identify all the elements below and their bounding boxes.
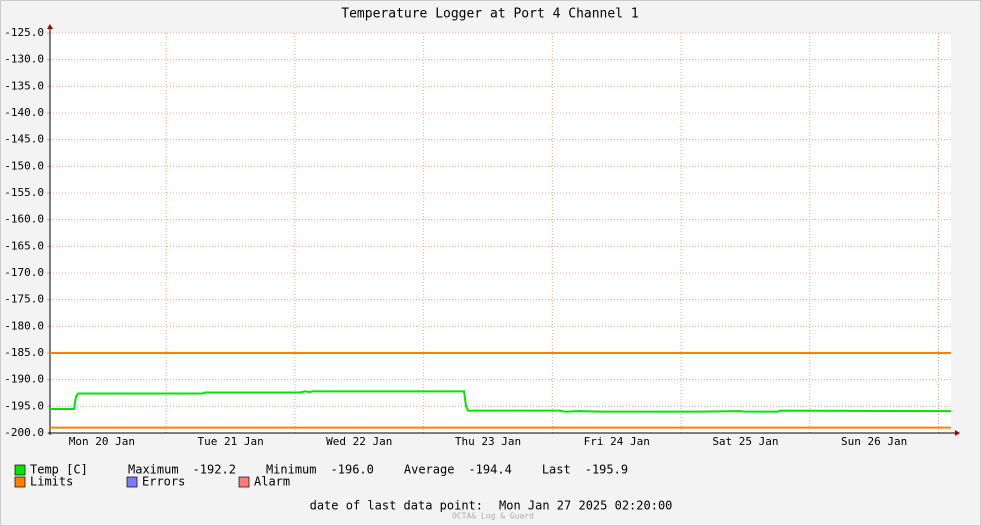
legend-swatch: [14, 476, 26, 488]
x-tick-label: Tue 21 Jan: [197, 435, 263, 448]
x-tick-label: Sun 26 Jan: [841, 435, 907, 448]
legend-label: Alarm: [254, 475, 290, 489]
legend-label: Temp [C]: [30, 463, 88, 477]
x-tick-label: Wed 22 Jan: [326, 435, 392, 448]
y-tick-label: -125.0: [4, 26, 44, 39]
stat-value: -195.9: [585, 463, 628, 477]
watermark: OCTA& Log & Guard: [452, 512, 534, 521]
x-axis-arrow: [955, 430, 960, 436]
x-tick-label: Mon 20 Jan: [69, 435, 135, 448]
footer-label: date of last data point:: [310, 499, 483, 513]
legend-swatch: [126, 476, 138, 488]
y-tick-label: -130.0: [4, 53, 44, 66]
legend-swatch: [14, 464, 26, 476]
y-tick-label: -150.0: [4, 159, 44, 172]
y-tick-label: -175.0: [4, 293, 44, 306]
stat-label: Maximum: [128, 463, 179, 477]
legend-label: Errors: [142, 475, 185, 489]
y-tick-label: -140.0: [4, 106, 44, 119]
y-tick-label: -165.0: [4, 239, 44, 252]
x-tick-label: Fri 24 Jan: [584, 435, 650, 448]
y-tick-label: -155.0: [4, 186, 44, 199]
y-tick-label: -190.0: [4, 373, 44, 386]
y-tick-label: -180.0: [4, 319, 44, 332]
y-tick-label: -200.0: [4, 426, 44, 439]
stat-label: Average: [404, 463, 455, 477]
y-axis-arrow: [47, 24, 53, 29]
legend-label: Limits: [30, 475, 73, 489]
stat-value: -194.4: [468, 463, 511, 477]
plot-area: [50, 33, 951, 433]
legend-swatch: [238, 476, 250, 488]
stat-label: Minimum: [266, 463, 317, 477]
y-tick-label: -135.0: [4, 79, 44, 92]
stat-label: Last: [542, 463, 571, 477]
stat-value: -196.0: [331, 463, 374, 477]
chart-title: Temperature Logger at Port 4 Channel 1: [341, 7, 638, 22]
y-tick-label: -160.0: [4, 213, 44, 226]
y-tick-label: -170.0: [4, 266, 44, 279]
x-tick-label: Thu 23 Jan: [455, 435, 521, 448]
x-tick-label: Sat 25 Jan: [712, 435, 778, 448]
y-tick-label: -195.0: [4, 399, 44, 412]
y-tick-label: -145.0: [4, 133, 44, 146]
stat-value: -192.2: [193, 463, 236, 477]
temp-line: [50, 390, 952, 413]
y-tick-label: -185.0: [4, 346, 44, 359]
footer-value: Mon Jan 27 2025 02:20:00: [499, 499, 672, 513]
